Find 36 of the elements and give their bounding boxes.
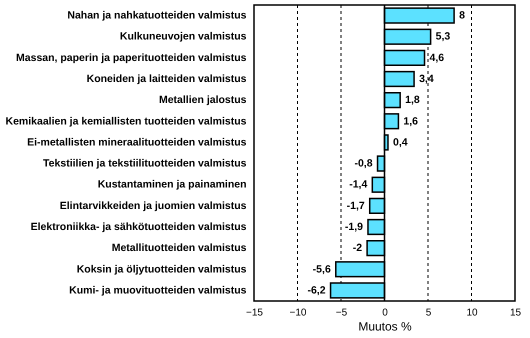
x-tick-label: 0 (382, 308, 388, 318)
x-tick-label: −10 (290, 308, 307, 318)
y-tick-label: Metallien jalostus (158, 94, 247, 106)
data-label: -2 (352, 242, 362, 254)
x-tick-label: 15 (510, 308, 522, 318)
data-label: -5,6 (312, 263, 331, 276)
y-tick-label: Ei-metallisten mineraalituotteiden valmistus (27, 136, 247, 148)
data-label: -1,4 (349, 178, 368, 191)
y-tick-label: Kemikaalien ja kemiallisten tuotteiden valmistus (5, 115, 247, 128)
data-label: 3,4 (419, 73, 434, 85)
y-tick-label: Massan, paperin ja paperituotteiden valmistus (16, 52, 247, 64)
data-label: -1,7 (346, 200, 365, 212)
y-tick-label: Tekstiilien ja tekstiilituotteiden valmistus (43, 158, 247, 170)
data-label: -1,9 (344, 221, 364, 233)
data-label: 8 (459, 10, 466, 22)
data-label: 1,6 (403, 115, 418, 128)
data-label: 0,4 (392, 136, 408, 148)
data-label: -6,2 (307, 284, 326, 296)
y-tick-label: Nahan ja nahkatuotteiden valmistus (67, 10, 247, 22)
x-axis-title: Muutos % (358, 320, 412, 334)
y-tick-label: Kumi- ja muovituotteiden valmistus (69, 284, 247, 296)
y-tick-label: Elintarvikkeiden ja juomien valmistus (60, 200, 247, 212)
data-label: 4,6 (430, 52, 444, 64)
data-label: 1,8 (405, 94, 420, 106)
x-tick-label: −15 (246, 308, 264, 318)
y-tick-label: Elektroniikka- ja sähkötuotteiden valmistus (30, 221, 247, 233)
data-label: 5,3 (436, 30, 450, 43)
x-tick-label: 10 (466, 308, 478, 318)
y-tick-label: Kulkuneuvojen valmistus (120, 30, 247, 43)
y-tick-label: Metallituotteiden valmistus (112, 242, 247, 254)
y-tick-label: Koneiden ja laitteiden valmistus (86, 73, 247, 85)
x-tick-label: 5 (426, 308, 432, 318)
x-tick-label: −5 (336, 308, 348, 318)
data-label: -0,8 (354, 158, 373, 170)
y-tick-label: Koksin ja öljytuotteiden valmistus (76, 263, 247, 276)
y-tick-label: Kustantaminen ja painaminen (98, 178, 246, 191)
